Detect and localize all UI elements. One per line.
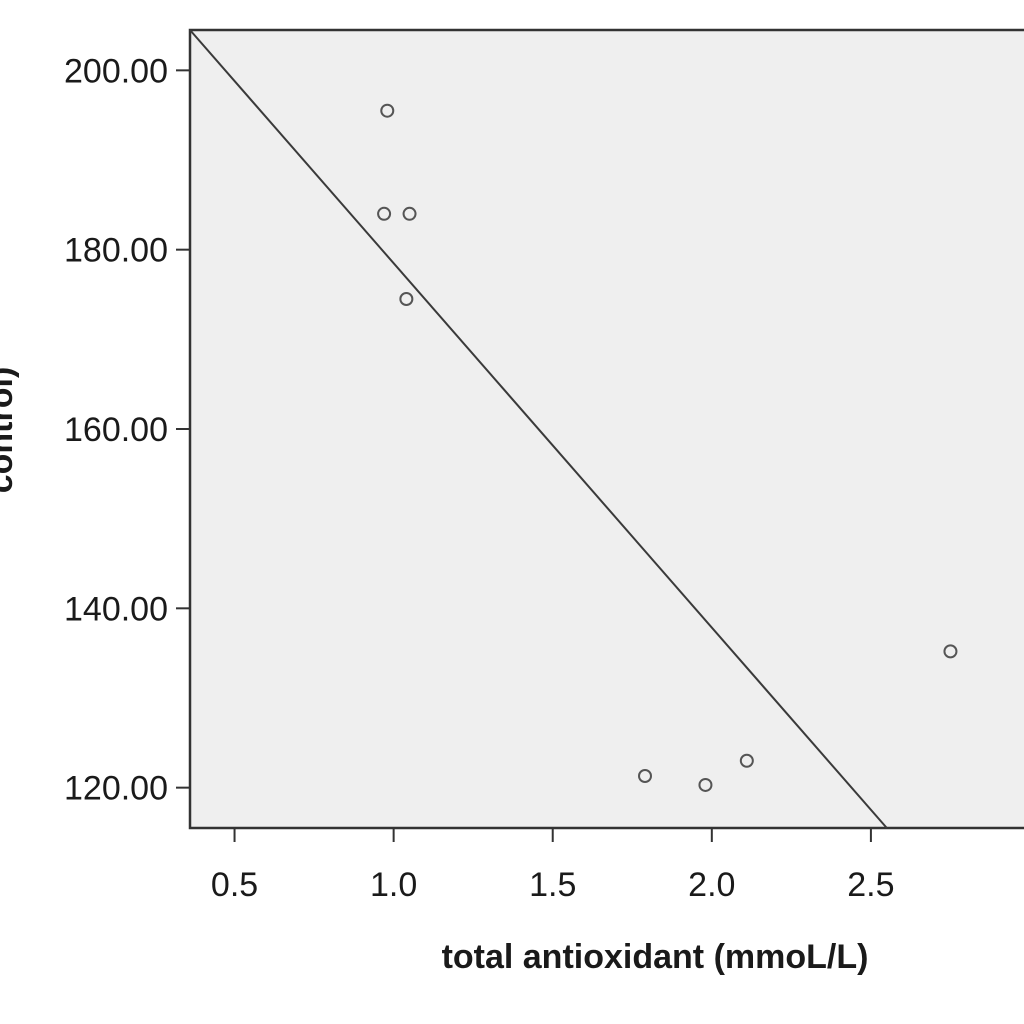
regression-line: [189, 29, 888, 829]
data-point: [399, 291, 414, 306]
y-axis: 120.00 140.00 160.00 180.00 200.00: [64, 52, 190, 808]
y-tick-label: 180.00: [64, 232, 168, 270]
y-tick-label: 140.00: [64, 590, 168, 628]
y-tick-label: 160.00: [64, 411, 168, 449]
data-point: [698, 777, 713, 792]
x-axis-title: total antioxidant (mmoL/L): [442, 938, 869, 976]
plot-area: [188, 28, 1024, 830]
data-point: [377, 206, 392, 221]
data-point: [638, 768, 652, 783]
data-point: [380, 103, 395, 118]
x-tick-label: 1.0: [370, 866, 417, 904]
x-tick-label: 0.5: [211, 866, 258, 904]
x-tick-label: 1.5: [529, 866, 576, 904]
data-point: [402, 206, 417, 221]
data-point: [943, 644, 958, 659]
y-tick-label: 120.00: [64, 770, 168, 808]
y-axis-title: control): [0, 367, 20, 494]
x-tick-label: 2.5: [847, 866, 894, 904]
x-tick-label: 2.0: [688, 866, 735, 904]
regression-line-layer: [189, 29, 888, 829]
data-point: [739, 753, 754, 768]
data-points: [377, 103, 958, 792]
x-axis: 0.5 1.0 1.5 2.0 2.5: [211, 828, 895, 904]
y-tick-label: 200.00: [64, 52, 168, 90]
